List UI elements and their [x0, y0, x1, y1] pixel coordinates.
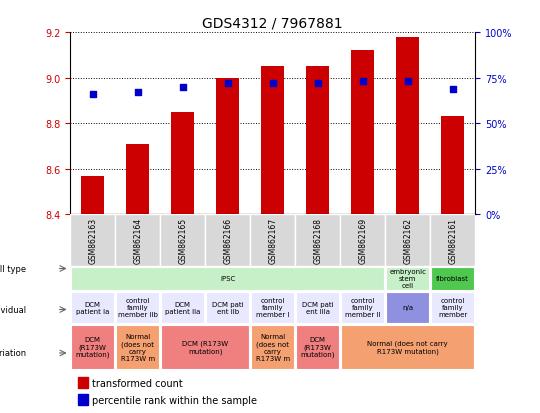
Point: [89, 92, 97, 98]
FancyBboxPatch shape: [206, 292, 249, 323]
Text: GSM862162: GSM862162: [403, 218, 412, 263]
Text: transformed count: transformed count: [92, 378, 183, 388]
Point: [133, 90, 142, 96]
FancyBboxPatch shape: [430, 215, 475, 266]
Bar: [126, 144, 149, 215]
FancyBboxPatch shape: [431, 292, 474, 323]
Text: control
family
member IIb: control family member IIb: [118, 298, 158, 318]
Bar: [396, 38, 419, 215]
FancyBboxPatch shape: [296, 325, 339, 369]
Text: GSM862164: GSM862164: [133, 218, 142, 263]
Text: control
family
member: control family member: [438, 298, 467, 318]
Bar: [307, 67, 329, 215]
Text: DCM pati
ent IIIa: DCM pati ent IIIa: [302, 301, 334, 314]
FancyBboxPatch shape: [295, 215, 340, 266]
Text: DCM (R173W
mutation): DCM (R173W mutation): [182, 340, 228, 354]
FancyBboxPatch shape: [71, 325, 114, 369]
Text: percentile rank within the sample: percentile rank within the sample: [92, 394, 258, 405]
Text: GSM862167: GSM862167: [268, 218, 277, 263]
FancyBboxPatch shape: [71, 267, 384, 291]
Bar: [217, 78, 239, 215]
FancyBboxPatch shape: [70, 215, 115, 266]
Point: [313, 81, 322, 87]
Text: DCM
(R173W
mutation): DCM (R173W mutation): [76, 337, 110, 357]
Text: Normal
(does not
carry
R173W m: Normal (does not carry R173W m: [255, 333, 290, 361]
Text: embryonic
stem
cell: embryonic stem cell: [389, 269, 426, 289]
Text: control
family
member II: control family member II: [345, 298, 381, 318]
Text: Normal (does not carry
R173W mutation): Normal (does not carry R173W mutation): [367, 340, 448, 354]
Title: GDS4312 / 7967881: GDS4312 / 7967881: [202, 17, 343, 31]
Bar: [82, 176, 104, 215]
Bar: [78, 377, 89, 388]
FancyBboxPatch shape: [386, 267, 429, 291]
Text: DCM pati
ent IIb: DCM pati ent IIb: [212, 301, 244, 314]
FancyBboxPatch shape: [71, 292, 114, 323]
Text: GSM862169: GSM862169: [358, 218, 367, 263]
FancyBboxPatch shape: [115, 215, 160, 266]
FancyBboxPatch shape: [250, 215, 295, 266]
Point: [224, 81, 232, 87]
Point: [448, 86, 457, 93]
Text: GSM862161: GSM862161: [448, 218, 457, 263]
Text: control
family
member I: control family member I: [256, 298, 289, 318]
Point: [403, 79, 412, 85]
Text: GSM862168: GSM862168: [313, 218, 322, 263]
Bar: [78, 394, 89, 405]
FancyBboxPatch shape: [205, 215, 250, 266]
Text: cell type: cell type: [0, 264, 26, 273]
Text: Normal
(does not
carry
R173W m: Normal (does not carry R173W m: [120, 333, 155, 361]
FancyBboxPatch shape: [431, 267, 474, 291]
FancyBboxPatch shape: [386, 292, 429, 323]
FancyBboxPatch shape: [116, 325, 159, 369]
FancyBboxPatch shape: [161, 325, 249, 369]
Point: [178, 84, 187, 91]
Text: iPSC: iPSC: [220, 276, 235, 282]
Text: GSM862163: GSM862163: [88, 218, 97, 263]
FancyBboxPatch shape: [251, 325, 294, 369]
Text: DCM
patient IIa: DCM patient IIa: [165, 301, 200, 314]
FancyBboxPatch shape: [341, 325, 474, 369]
FancyBboxPatch shape: [161, 292, 204, 323]
Bar: [442, 117, 464, 215]
FancyBboxPatch shape: [116, 292, 159, 323]
Text: genotype/variation: genotype/variation: [0, 349, 26, 358]
Text: fibroblast: fibroblast: [436, 276, 469, 282]
Point: [359, 79, 367, 85]
FancyBboxPatch shape: [385, 215, 430, 266]
Text: DCM
(R173W
mutation): DCM (R173W mutation): [300, 337, 335, 357]
FancyBboxPatch shape: [340, 215, 385, 266]
Text: DCM
patient Ia: DCM patient Ia: [76, 301, 110, 314]
Text: n/a: n/a: [402, 305, 413, 311]
Point: [268, 81, 277, 87]
Text: GSM862166: GSM862166: [223, 218, 232, 263]
FancyBboxPatch shape: [341, 292, 384, 323]
FancyBboxPatch shape: [296, 292, 339, 323]
Text: individual: individual: [0, 305, 26, 314]
FancyBboxPatch shape: [160, 215, 205, 266]
FancyBboxPatch shape: [251, 292, 294, 323]
Text: GSM862165: GSM862165: [178, 218, 187, 263]
Bar: [172, 113, 194, 215]
Bar: [352, 51, 374, 215]
Bar: [261, 67, 284, 215]
